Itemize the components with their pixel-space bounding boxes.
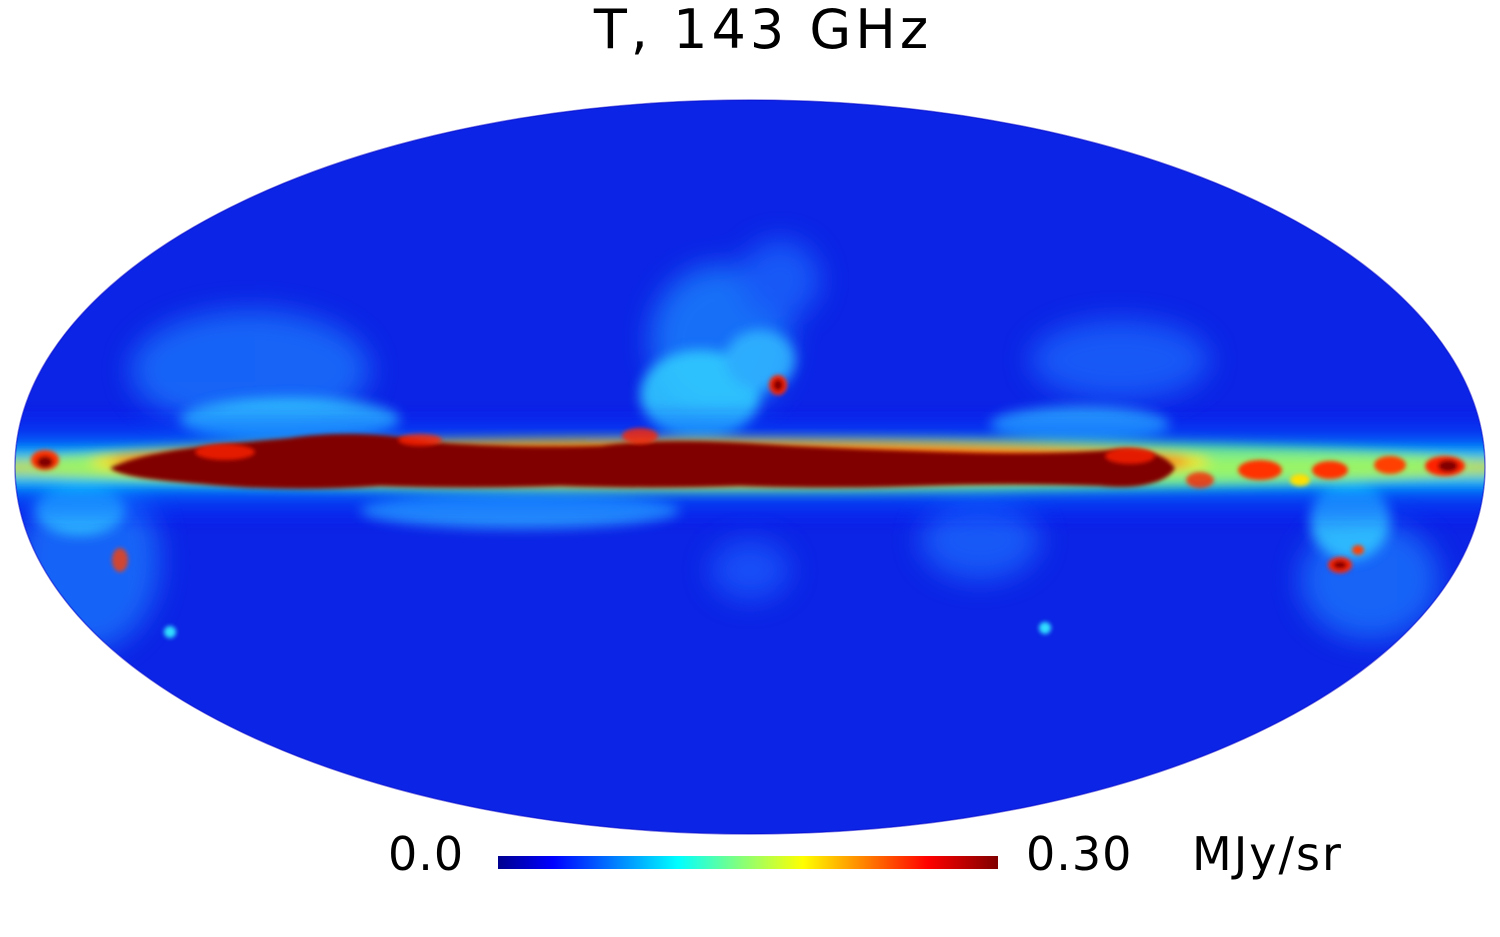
colorbar	[498, 856, 998, 869]
colorbar-max-label: 0.30	[1026, 827, 1133, 881]
colorbar-unit-label: MJy/sr	[1192, 827, 1343, 881]
colorbar-min-label: 0.0	[388, 827, 465, 881]
sky-map-pixels	[15, 100, 1485, 834]
map-title: T, 143 GHz	[593, 0, 933, 61]
